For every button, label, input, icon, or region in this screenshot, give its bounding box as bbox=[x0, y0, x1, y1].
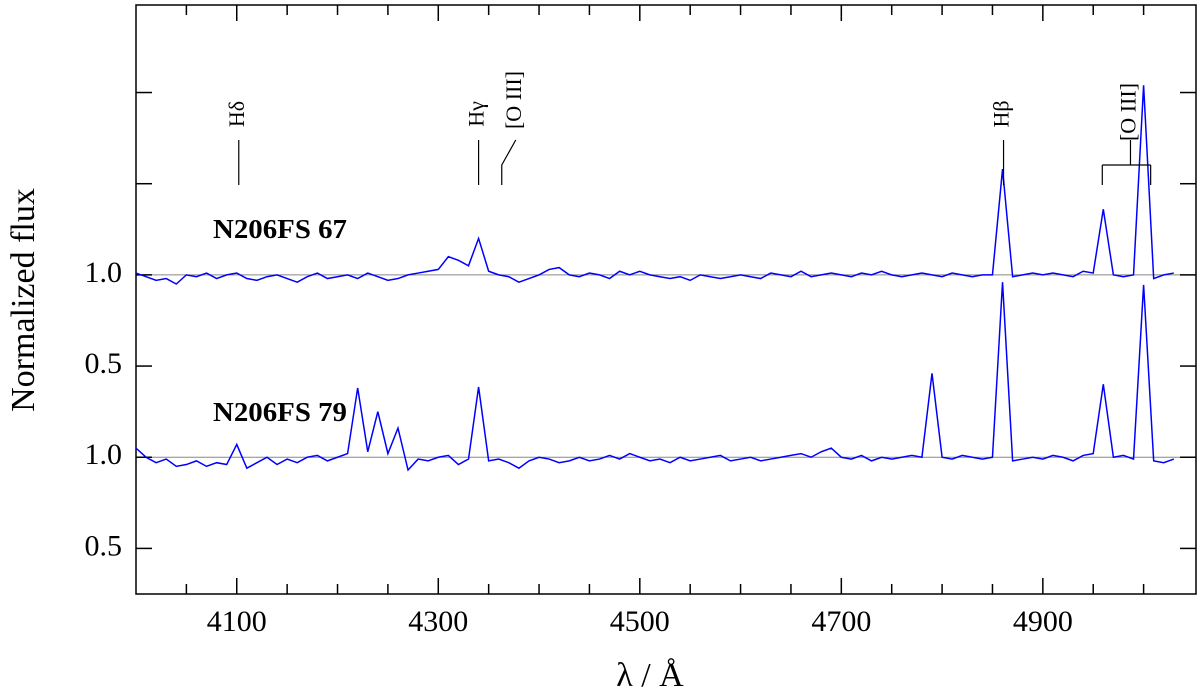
line-label: [O III] bbox=[501, 71, 526, 129]
y-tick-label: 1.0 bbox=[85, 256, 123, 289]
spectrum-line bbox=[135, 85, 1174, 285]
x-tick-label: 4300 bbox=[408, 605, 468, 638]
x-axis-label: λ / Å bbox=[616, 657, 684, 694]
series-label: N206FS 67 bbox=[213, 214, 347, 244]
x-tick-label: 4900 bbox=[1013, 605, 1073, 638]
x-tick-label: 4700 bbox=[811, 605, 871, 638]
y-tick-label: 0.5 bbox=[85, 529, 123, 562]
spectrum-line bbox=[135, 282, 1175, 472]
line-label: Hβ bbox=[989, 100, 1014, 127]
line-marker bbox=[501, 139, 517, 185]
series-label: N206FS 79 bbox=[213, 397, 347, 427]
line-label: Hδ bbox=[224, 101, 249, 127]
y-tick-label: 1.0 bbox=[85, 438, 123, 471]
line-label: Hγ bbox=[464, 101, 489, 127]
x-tick-label: 4500 bbox=[610, 605, 670, 638]
plot-frame bbox=[135, 4, 1197, 595]
line-label: [O III] bbox=[1116, 83, 1141, 141]
y-tick-label: 0.5 bbox=[85, 347, 123, 380]
x-tick-label: 4100 bbox=[207, 605, 267, 638]
y-axis-label: Normalized flux bbox=[5, 188, 42, 412]
